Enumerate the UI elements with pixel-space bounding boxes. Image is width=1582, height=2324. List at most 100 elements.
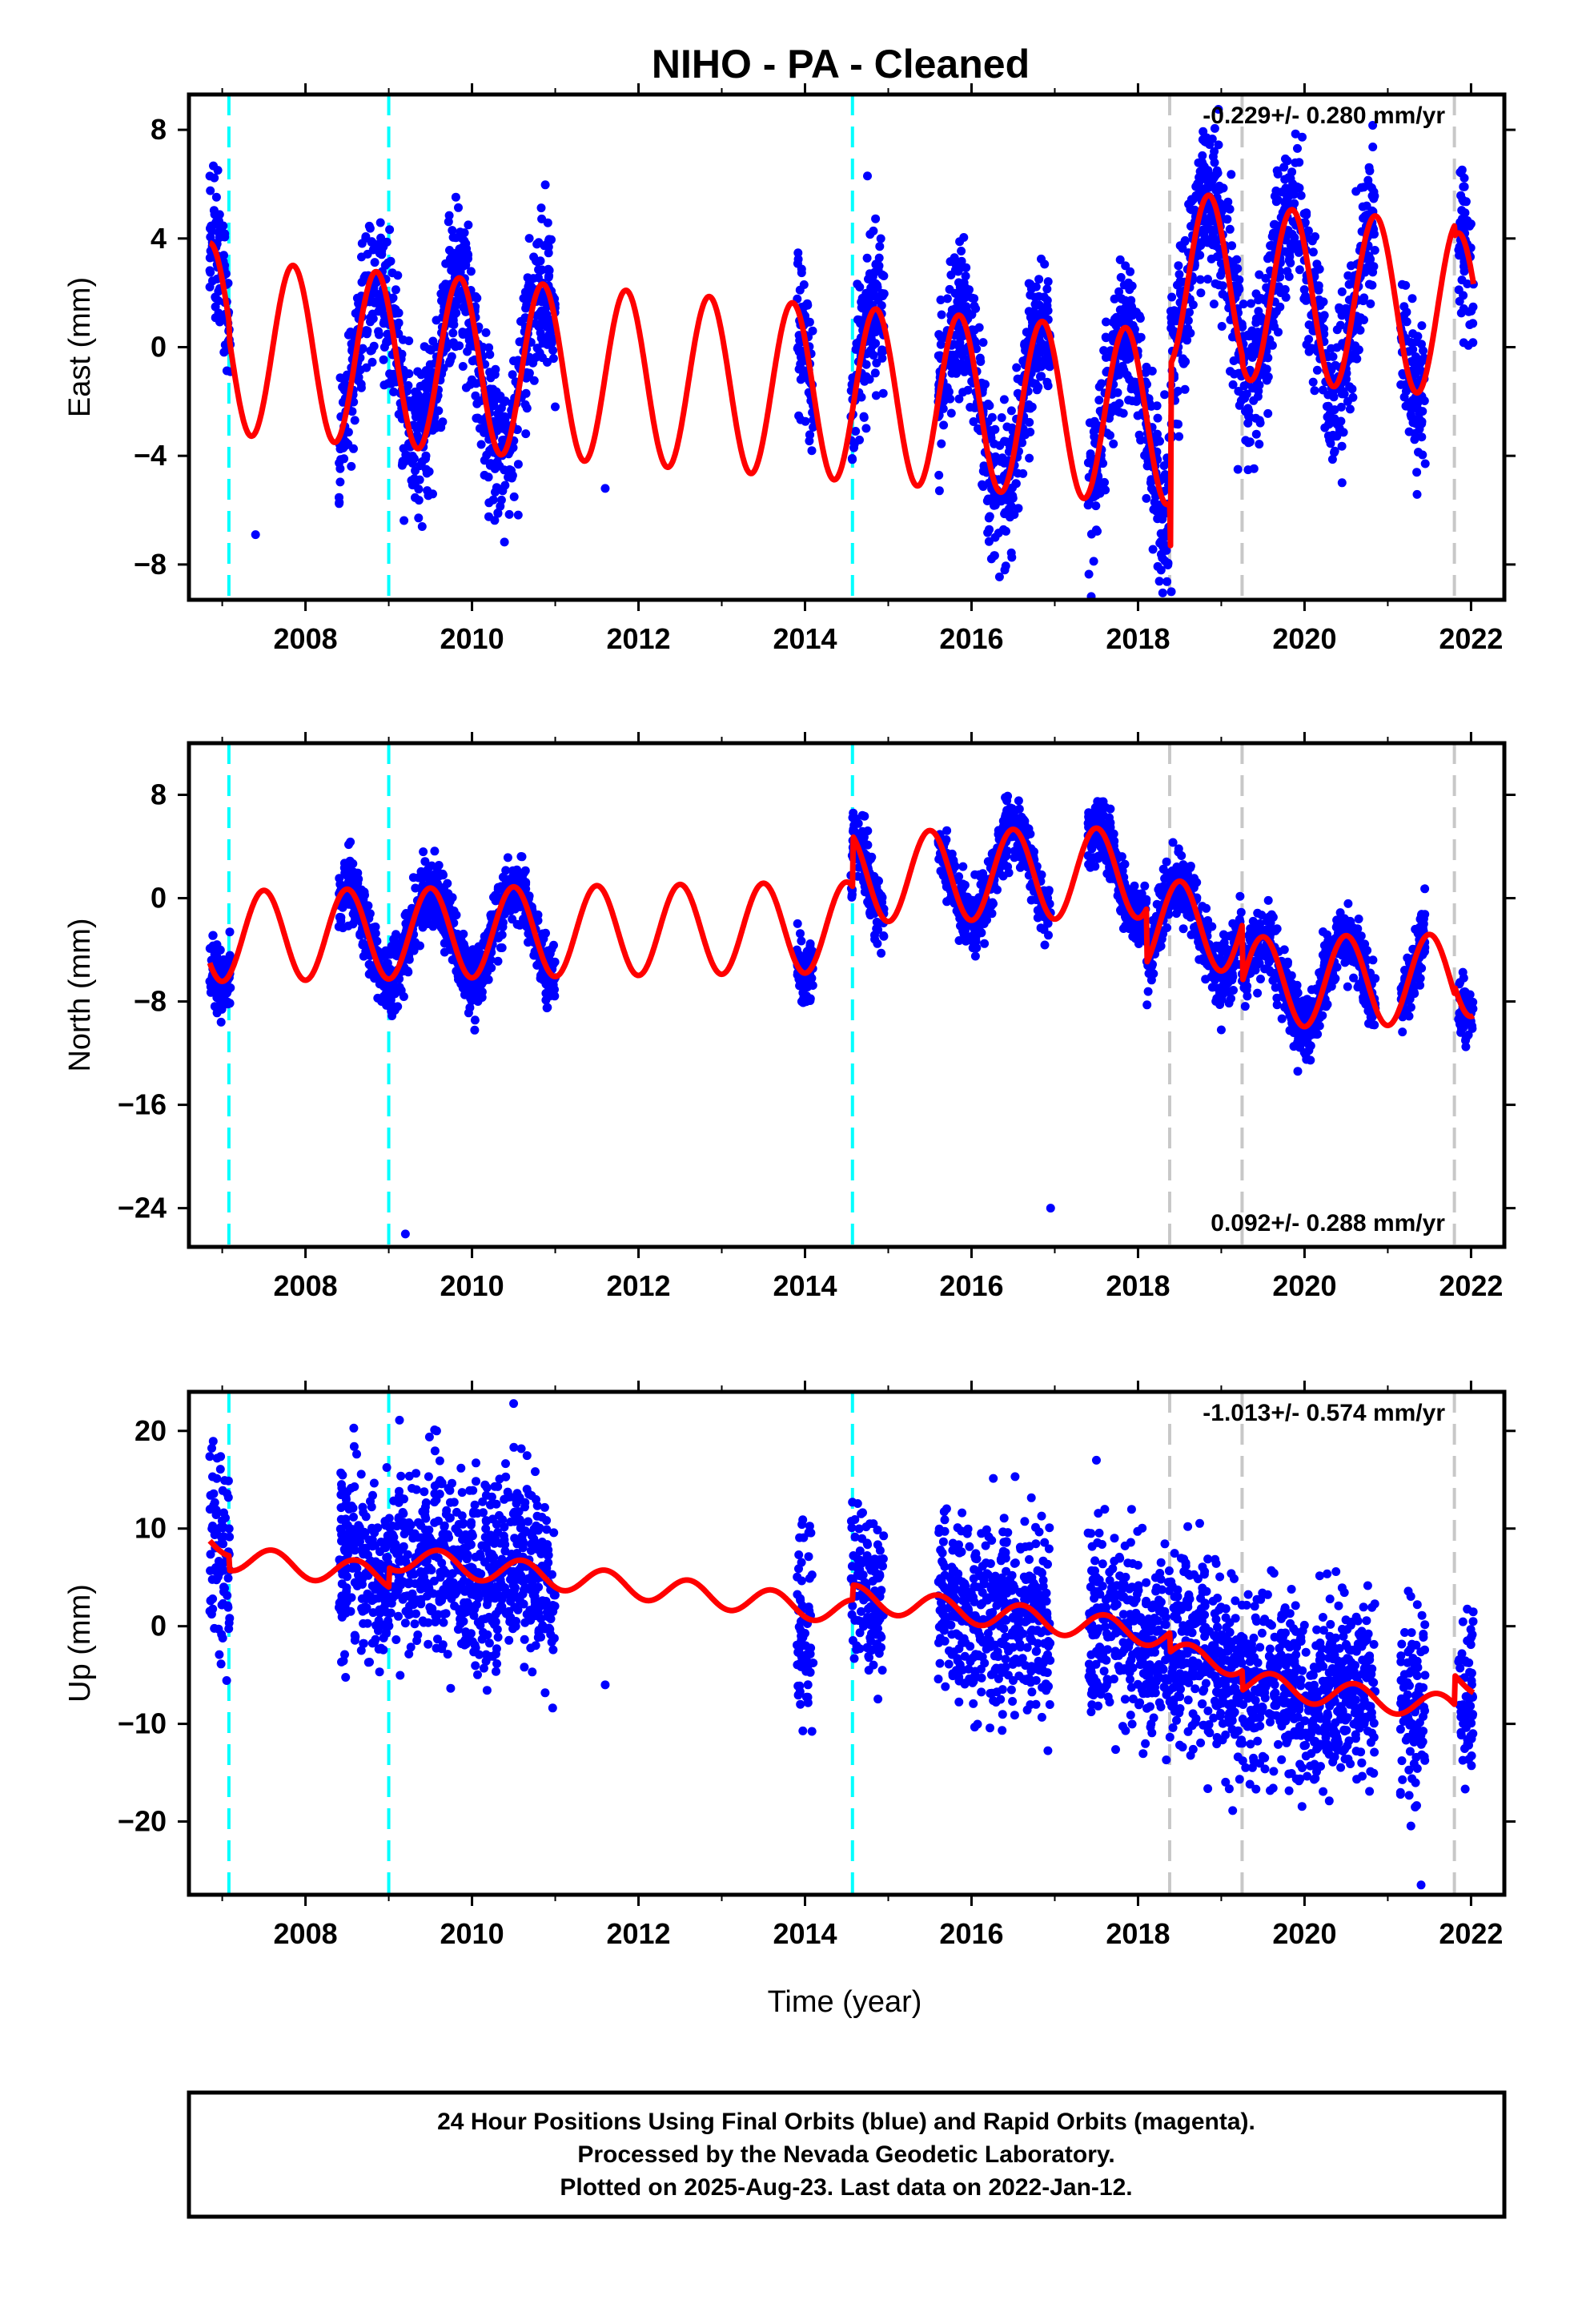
data-point bbox=[1397, 279, 1407, 289]
y-axis-label: East (mm) bbox=[63, 277, 97, 417]
data-point bbox=[953, 297, 962, 307]
data-point bbox=[537, 317, 547, 326]
data-point bbox=[1459, 304, 1468, 313]
data-point bbox=[994, 572, 1004, 581]
plot-area bbox=[205, 743, 1478, 1247]
outlier-point bbox=[600, 484, 610, 493]
data-point bbox=[344, 899, 354, 909]
data-point bbox=[1039, 925, 1049, 935]
data-point bbox=[795, 285, 805, 295]
data-point bbox=[513, 510, 523, 520]
data-point bbox=[346, 837, 355, 846]
data-point bbox=[456, 253, 464, 263]
data-point bbox=[1465, 221, 1475, 231]
data-point bbox=[464, 1008, 473, 1018]
data-point bbox=[1153, 429, 1162, 439]
data-point bbox=[364, 970, 374, 979]
data-point bbox=[936, 296, 946, 304]
data-point bbox=[1037, 254, 1046, 263]
data-point bbox=[1255, 440, 1264, 449]
data-point bbox=[375, 979, 384, 989]
data-point bbox=[1265, 251, 1275, 260]
data-point bbox=[1247, 299, 1255, 308]
data-point bbox=[335, 477, 345, 487]
outlier-point bbox=[251, 530, 260, 540]
data-point bbox=[857, 303, 866, 312]
data-point bbox=[1217, 322, 1227, 331]
data-point bbox=[1002, 495, 1011, 505]
data-point bbox=[1043, 277, 1053, 287]
data-point bbox=[460, 228, 469, 238]
data-point bbox=[958, 862, 968, 871]
data-point bbox=[999, 395, 1009, 404]
data-point bbox=[444, 889, 453, 899]
data-point bbox=[498, 436, 508, 445]
data-point bbox=[958, 388, 968, 397]
data-point bbox=[486, 911, 496, 920]
data-point bbox=[1359, 293, 1369, 303]
data-point bbox=[215, 228, 223, 238]
data-point bbox=[1414, 448, 1423, 457]
data-point bbox=[990, 551, 999, 561]
data-point bbox=[383, 258, 392, 267]
data-point bbox=[205, 282, 215, 292]
data-point bbox=[865, 907, 875, 916]
data-point bbox=[869, 351, 878, 360]
data-point bbox=[1021, 344, 1030, 353]
data-point bbox=[848, 455, 857, 464]
data-point bbox=[863, 840, 873, 850]
data-point bbox=[388, 377, 398, 387]
data-point bbox=[362, 329, 371, 339]
data-point bbox=[444, 211, 454, 220]
data-point bbox=[416, 461, 425, 471]
data-point bbox=[1241, 436, 1251, 445]
data-point bbox=[493, 409, 503, 419]
data-point bbox=[429, 876, 438, 886]
data-point bbox=[1235, 400, 1244, 410]
data-point bbox=[867, 852, 877, 862]
data-point bbox=[210, 947, 219, 957]
data-point bbox=[1459, 338, 1468, 348]
data-point bbox=[486, 373, 496, 383]
data-point bbox=[468, 945, 477, 955]
data-point bbox=[861, 360, 871, 369]
data-point bbox=[382, 959, 391, 968]
data-point bbox=[414, 513, 424, 523]
data-point bbox=[1299, 209, 1309, 219]
data-point bbox=[1456, 167, 1465, 177]
data-point bbox=[947, 305, 957, 315]
data-point bbox=[1212, 166, 1222, 175]
data-point bbox=[484, 512, 493, 521]
data-point bbox=[439, 926, 448, 935]
data-point bbox=[1356, 313, 1365, 323]
data-point bbox=[1399, 302, 1409, 312]
data-point bbox=[379, 380, 389, 390]
data-point bbox=[458, 362, 468, 371]
data-point bbox=[424, 491, 433, 501]
data-point bbox=[404, 380, 413, 390]
data-point bbox=[877, 348, 886, 358]
data-point bbox=[986, 426, 995, 435]
data-point bbox=[217, 1004, 227, 1014]
data-point bbox=[428, 423, 438, 432]
data-point bbox=[1330, 446, 1339, 456]
data-point bbox=[408, 873, 418, 883]
data-point bbox=[1337, 478, 1347, 488]
data-point bbox=[441, 279, 450, 289]
data-point bbox=[1293, 143, 1302, 153]
data-point bbox=[509, 492, 519, 501]
data-point bbox=[974, 424, 982, 433]
data-point bbox=[994, 826, 1003, 835]
data-point bbox=[383, 329, 392, 339]
data-point bbox=[871, 339, 881, 348]
data-point bbox=[411, 387, 420, 396]
data-point bbox=[1091, 501, 1101, 511]
panels-group: 2008 2010 2012 2014 2016 2018 2020 2022−8−4048E… bbox=[63, 83, 1516, 1950]
data-point bbox=[1308, 377, 1318, 387]
data-point bbox=[1036, 338, 1046, 347]
data-point bbox=[210, 173, 219, 183]
data-point bbox=[1114, 399, 1124, 408]
data-point bbox=[460, 236, 469, 246]
data-point bbox=[802, 947, 812, 956]
data-point bbox=[476, 440, 486, 449]
